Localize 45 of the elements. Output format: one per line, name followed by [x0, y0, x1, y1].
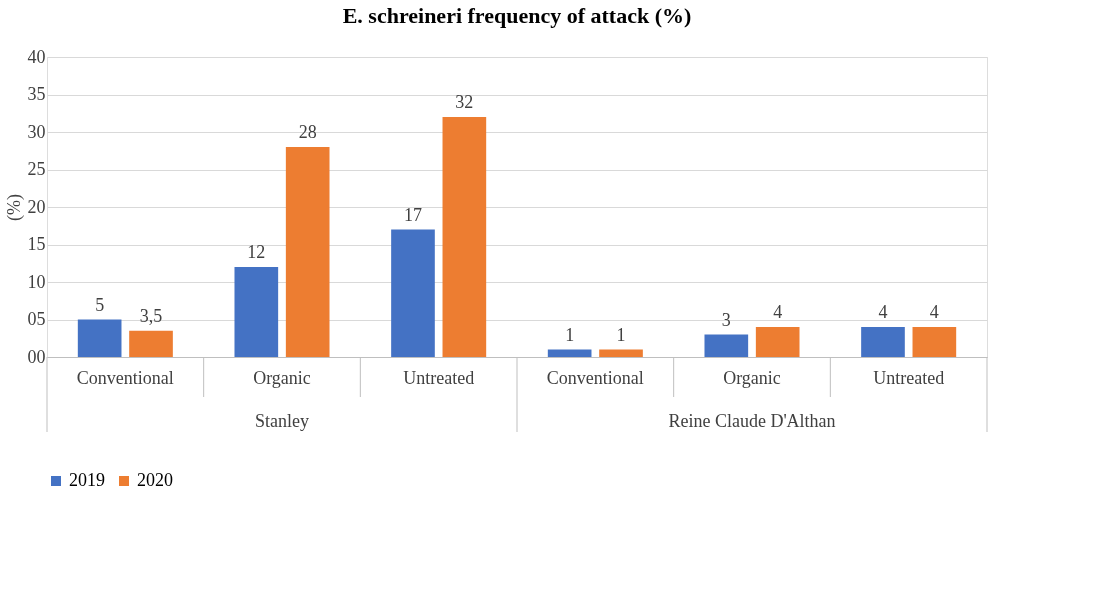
data-label: 32	[455, 92, 474, 112]
y-tick-label: 20	[27, 196, 46, 217]
x-tick-label: Untreated	[403, 367, 475, 388]
x-tick-label: Conventional	[546, 367, 644, 388]
data-label: 4	[929, 302, 939, 322]
text: Reine Claude D'Althan	[668, 411, 836, 431]
y-tick-label: 15	[27, 234, 46, 254]
x-tick-label: Organic	[253, 367, 311, 388]
data-label: 4	[773, 302, 783, 322]
data-label: 17	[403, 204, 422, 225]
y-tick-label: 35	[27, 84, 46, 104]
y-tick-label: 25	[27, 159, 46, 179]
y-tick-label: 40	[27, 46, 46, 67]
data-label: 3,5	[139, 305, 163, 326]
bar	[912, 327, 957, 357]
bar	[442, 117, 487, 357]
text: Stanley	[255, 411, 309, 431]
bar	[129, 330, 173, 357]
bar	[285, 147, 330, 357]
bar	[704, 334, 749, 357]
bar	[861, 327, 905, 357]
x-tick-label: Untreated	[873, 367, 945, 388]
data-label: 12	[247, 242, 266, 262]
bar	[755, 327, 800, 357]
y-tick-label: 30	[27, 121, 46, 142]
y-tick-label: 10	[27, 271, 46, 292]
data-label: 4	[878, 302, 888, 322]
data-label: 28	[298, 122, 317, 142]
bar	[391, 229, 435, 357]
bar	[547, 349, 592, 357]
y-tick-label: 05	[27, 309, 46, 329]
bar	[77, 319, 122, 357]
bar	[234, 267, 279, 357]
data-label: 5	[95, 294, 105, 315]
x-tick-label: Conventional	[76, 367, 174, 388]
legend-label: 2019	[69, 470, 105, 490]
y-axis-title: (%)	[3, 194, 25, 221]
chart-title: E. schreineri frequency of attack (%)	[342, 3, 692, 28]
x-tick-label: Organic	[723, 367, 781, 388]
data-label: 1	[616, 324, 626, 345]
bar	[599, 349, 643, 357]
y-tick-label: 00	[27, 346, 46, 367]
data-label: 3	[721, 309, 731, 330]
data-label: 1	[565, 324, 575, 345]
legend-label: 2020	[137, 470, 173, 490]
